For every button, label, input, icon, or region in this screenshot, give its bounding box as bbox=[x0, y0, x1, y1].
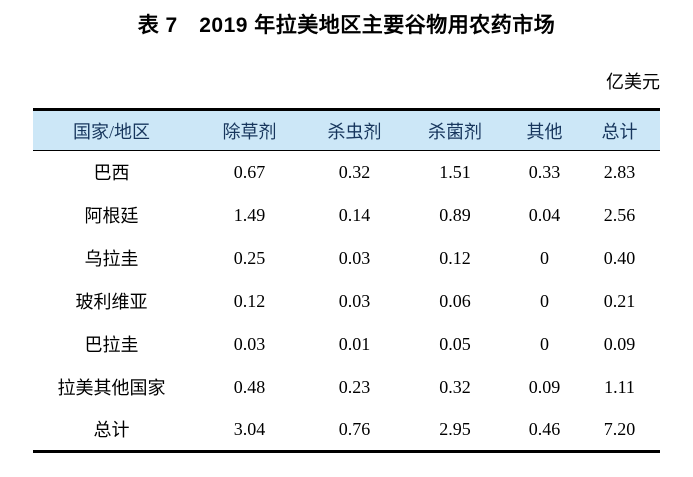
header-total: 总计 bbox=[579, 109, 660, 151]
table-cell: 2.83 bbox=[603, 161, 636, 182]
table-cell: 0.21 bbox=[603, 290, 636, 311]
table-cell: 0.76 bbox=[338, 418, 371, 439]
table-cell: 0.25 bbox=[233, 247, 266, 268]
table-cell: 0.33 bbox=[528, 161, 561, 182]
table-cell: 0.89 bbox=[439, 204, 471, 225]
table-row: 拉美其他国家 0.48 0.23 0.32 0.09 1.11 bbox=[33, 366, 660, 409]
header-insecticide: 杀虫剂 bbox=[309, 109, 400, 151]
table-cell: 0 bbox=[540, 333, 549, 354]
header-country-region: 国家/地区 bbox=[33, 109, 190, 151]
table-cell: 0.12 bbox=[233, 290, 266, 311]
header-herbicide: 除草剂 bbox=[190, 109, 309, 151]
table-cell: 玻利维亚 bbox=[75, 292, 148, 312]
table-cell: 阿根廷 bbox=[84, 206, 139, 226]
table-cell: 总计 bbox=[93, 420, 130, 441]
table-row: 巴拉圭 0.03 0.01 0.05 0 0.09 bbox=[33, 323, 660, 366]
unit-label: 亿美元 bbox=[606, 72, 660, 92]
table-cell: 0.48 bbox=[233, 376, 266, 397]
table-cell: 0.40 bbox=[603, 247, 636, 268]
table-cell: 1.51 bbox=[439, 161, 471, 182]
table-body: 巴西 0.67 0.32 1.51 0.33 2.83 阿根廷 1.49 0.14 0.89 0.0… bbox=[33, 151, 660, 452]
table-cell: 0.05 bbox=[439, 333, 471, 354]
table-cell: 巴西 bbox=[93, 163, 130, 184]
table-cell: 1.11 bbox=[604, 376, 635, 397]
table-cell: 1.49 bbox=[233, 204, 266, 225]
table-cell: 3.04 bbox=[233, 418, 266, 439]
table-cell: 0.67 bbox=[233, 161, 266, 182]
table-cell: 0.01 bbox=[338, 333, 371, 354]
table-cell: 0 bbox=[540, 290, 549, 311]
table-cell: 0.12 bbox=[439, 247, 471, 268]
table-cell: 0.03 bbox=[338, 290, 371, 311]
table-cell: 0.03 bbox=[233, 333, 266, 354]
table-cell: 0.09 bbox=[603, 333, 636, 354]
table-cell: 0.14 bbox=[338, 204, 371, 225]
table-row: 阿根廷 1.49 0.14 0.89 0.04 2.56 bbox=[33, 194, 660, 237]
table-cell: 0.03 bbox=[338, 247, 371, 268]
table-caption: 表 7 2019 年拉美地区主要谷物用农药市场 bbox=[137, 14, 556, 37]
table-cell: 2.95 bbox=[439, 418, 471, 439]
table-cell: 7.20 bbox=[603, 418, 636, 439]
table-cell: 0.23 bbox=[338, 376, 371, 397]
table-header-row: 国家/地区 除草剂 杀虫剂 杀菌剂 其他 总计 bbox=[33, 109, 660, 151]
table-cell: 拉美其他国家 bbox=[57, 378, 166, 398]
table-cell: 2.56 bbox=[603, 204, 636, 225]
table-cell: 0.04 bbox=[528, 204, 561, 225]
table-cell: 0.46 bbox=[528, 418, 561, 439]
table-cell: 0.06 bbox=[439, 290, 471, 311]
header-fungicide: 杀菌剂 bbox=[400, 109, 510, 151]
table-cell: 乌拉圭 bbox=[84, 249, 139, 269]
pesticide-market-table: 国家/地区 除草剂 杀虫剂 杀菌剂 其他 总计 巴西 0.67 0.32 1.51 0.… bbox=[33, 108, 660, 453]
table-cell: 0 bbox=[540, 247, 549, 268]
table-cell: 0.09 bbox=[528, 376, 561, 397]
table-cell: 巴拉圭 bbox=[84, 335, 139, 355]
header-other: 其他 bbox=[510, 109, 579, 151]
table-row: 乌拉圭 0.25 0.03 0.12 0 0.40 bbox=[33, 237, 660, 280]
table-cell: 0.32 bbox=[439, 376, 471, 397]
table-cell: 0.32 bbox=[338, 161, 371, 182]
table-row: 玻利维亚 0.12 0.03 0.06 0 0.21 bbox=[33, 280, 660, 323]
table-row: 巴西 0.67 0.32 1.51 0.33 2.83 bbox=[33, 151, 660, 194]
table-row: 总计 3.04 0.76 2.95 0.46 7.20 bbox=[33, 409, 660, 452]
